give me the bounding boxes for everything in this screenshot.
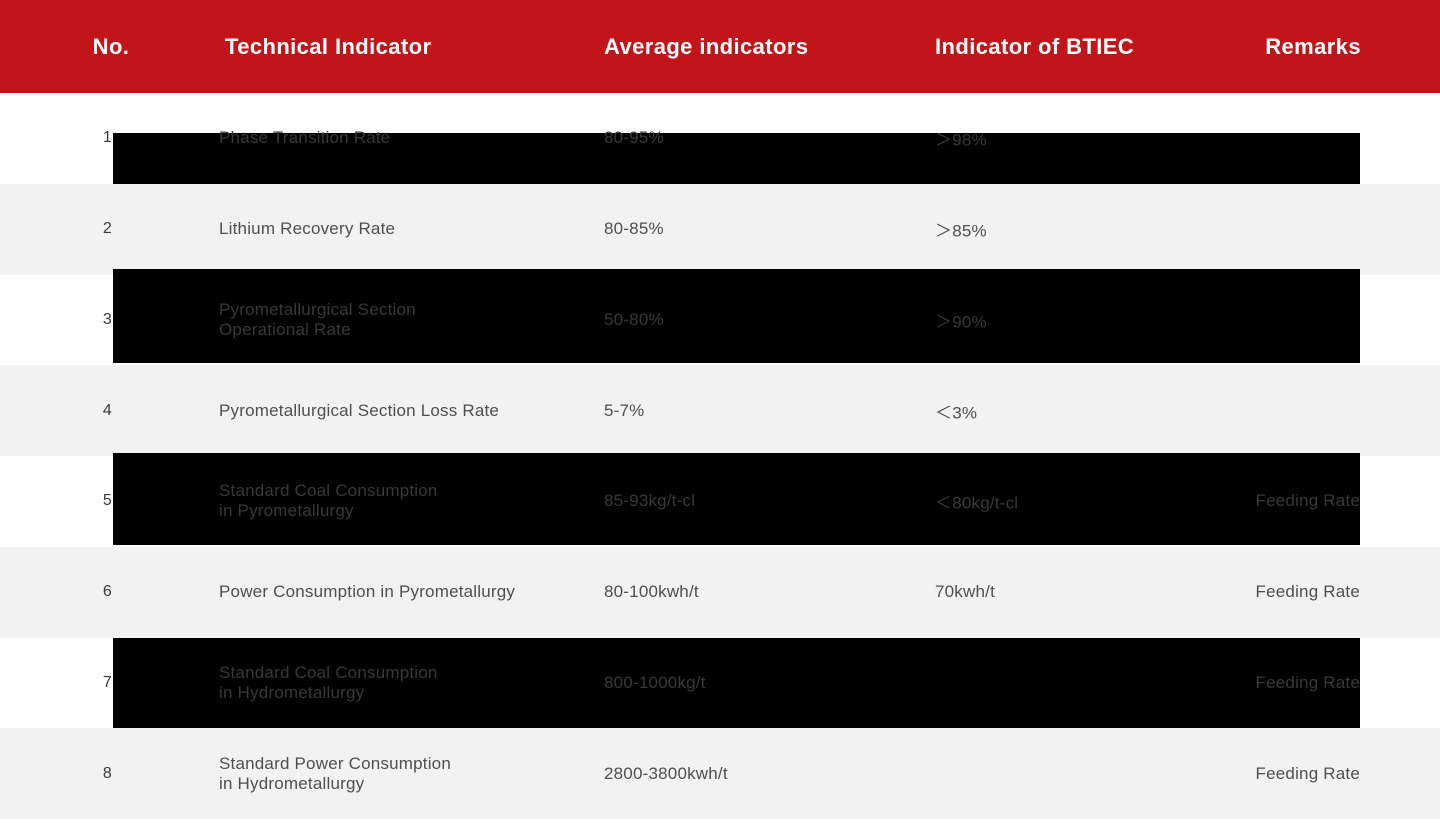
- average-cell: 800-1000kg/t: [604, 672, 706, 692]
- btiec-cell: ＞98%: [935, 130, 987, 150]
- indicator-line: Pyrometallurgical Section Loss Rate: [219, 400, 500, 420]
- indicator-cell: Power Consumption in Pyrometallurgy: [219, 582, 594, 602]
- indicator-cell: Standard Coal Consumption in Pyrometallur…: [219, 481, 594, 521]
- indicator-line: Phase Transition Rate: [219, 128, 391, 148]
- table-row: 2 Lithium Recovery Rate 80-85% ＞85%: [0, 183, 1440, 275]
- header-col-average-indicators: Average indicators: [604, 33, 809, 59]
- indicator-cell: Standard Power Consumption in Hydrometall…: [219, 754, 594, 794]
- average-cell: 80-95%: [604, 128, 664, 148]
- row-number: 5: [102, 492, 112, 510]
- table-row: 1 Phase Transition Rate 80-95% ＞98%: [0, 93, 1440, 184]
- average-cell: 50-80%: [604, 309, 664, 329]
- black-band-overlay: [113, 637, 1360, 728]
- btiec-cell: ＜3%: [935, 403, 978, 423]
- indicator-line: in Pyrometallurgy: [219, 501, 354, 521]
- row-number: 3: [102, 310, 112, 328]
- indicator-line: Standard Coal Consumption: [219, 481, 438, 501]
- btiec-cell: 70kwh/t: [935, 582, 995, 602]
- row-number: 6: [102, 583, 112, 601]
- indicator-line: in Hydrometallurgy: [219, 682, 365, 702]
- header-col-indicator-of-btiec: Indicator of BTIEC: [935, 33, 1135, 59]
- indicator-cell: Lithium Recovery Rate: [219, 219, 594, 239]
- table-row: 6 Power Consumption in Pyrometallurgy 80-1…: [0, 546, 1440, 638]
- header-col-no: No.: [92, 33, 130, 59]
- average-cell: 5-7%: [604, 400, 645, 420]
- indicator-line: Lithium Recovery Rate: [219, 219, 396, 239]
- indicator-line: in Hydrometallurgy: [219, 773, 365, 793]
- table-row: 4 Pyrometallurgical Section Loss Rate 5-7%…: [0, 365, 1440, 456]
- btiec-cell: ＞90%: [935, 312, 987, 332]
- indicator-line: Standard Power Consumption: [219, 753, 451, 773]
- black-band-overlay: [113, 453, 1360, 545]
- indicator-line: Power Consumption in Pyrometallurgy: [219, 582, 516, 602]
- black-band-overlay: [113, 268, 1360, 363]
- average-cell: 2800-3800kwh/t: [604, 763, 728, 783]
- black-band-overlay: [113, 133, 1360, 184]
- table-body: 1 Phase Transition Rate 80-95% ＞98% 2 Lithium…: [0, 93, 1440, 819]
- table-row: 8 Standard Power Consumption in Hydrometal…: [0, 728, 1440, 819]
- indicator-line: Pyrometallurgical Section: [219, 299, 416, 319]
- row-number: 4: [102, 401, 112, 419]
- row-number: 7: [102, 673, 112, 691]
- remarks-cell: Feeding Rate: [1255, 582, 1360, 602]
- indicator-cell: Standard Coal Consumption in Hydrometallu…: [219, 663, 594, 703]
- btiec-cell: ＞85%: [935, 221, 987, 241]
- remarks-cell: Feeding Rate: [1255, 491, 1360, 511]
- table-row: 3 Pyrometallurgical Section Operational Ra…: [0, 268, 1440, 366]
- indicator-cell: Phase Transition Rate: [219, 128, 594, 148]
- indicator-line: Standard Coal Consumption: [219, 662, 438, 682]
- btiec-cell: ＜80kg/t-cl: [935, 493, 1019, 513]
- indicator-cell: Pyrometallurgical Section Operational Rat…: [219, 300, 594, 340]
- table-row: 7 Standard Coal Consumption in Hydrometall…: [0, 637, 1440, 729]
- average-cell: 80-100kwh/t: [604, 582, 699, 602]
- row-number: 8: [102, 764, 112, 782]
- row-number: 2: [102, 220, 112, 238]
- average-cell: 85-93kg/t-cl: [604, 491, 696, 511]
- remarks-cell: Feeding Rate: [1255, 672, 1360, 692]
- remarks-cell: Feeding Rate: [1255, 763, 1360, 783]
- indicator-cell: Pyrometallurgical Section Loss Rate: [219, 401, 594, 421]
- header-col-remarks: Remarks: [1265, 33, 1361, 59]
- table-header: No. Technical Indicator Average indicato…: [0, 0, 1440, 93]
- header-col-technical-indicator: Technical Indicator: [225, 33, 432, 59]
- indicator-line: Operational Rate: [219, 319, 351, 339]
- average-cell: 80-85%: [604, 219, 664, 239]
- row-number: 1: [102, 129, 112, 147]
- table-row: 5 Standard Coal Consumption in Pyrometallu…: [0, 453, 1440, 547]
